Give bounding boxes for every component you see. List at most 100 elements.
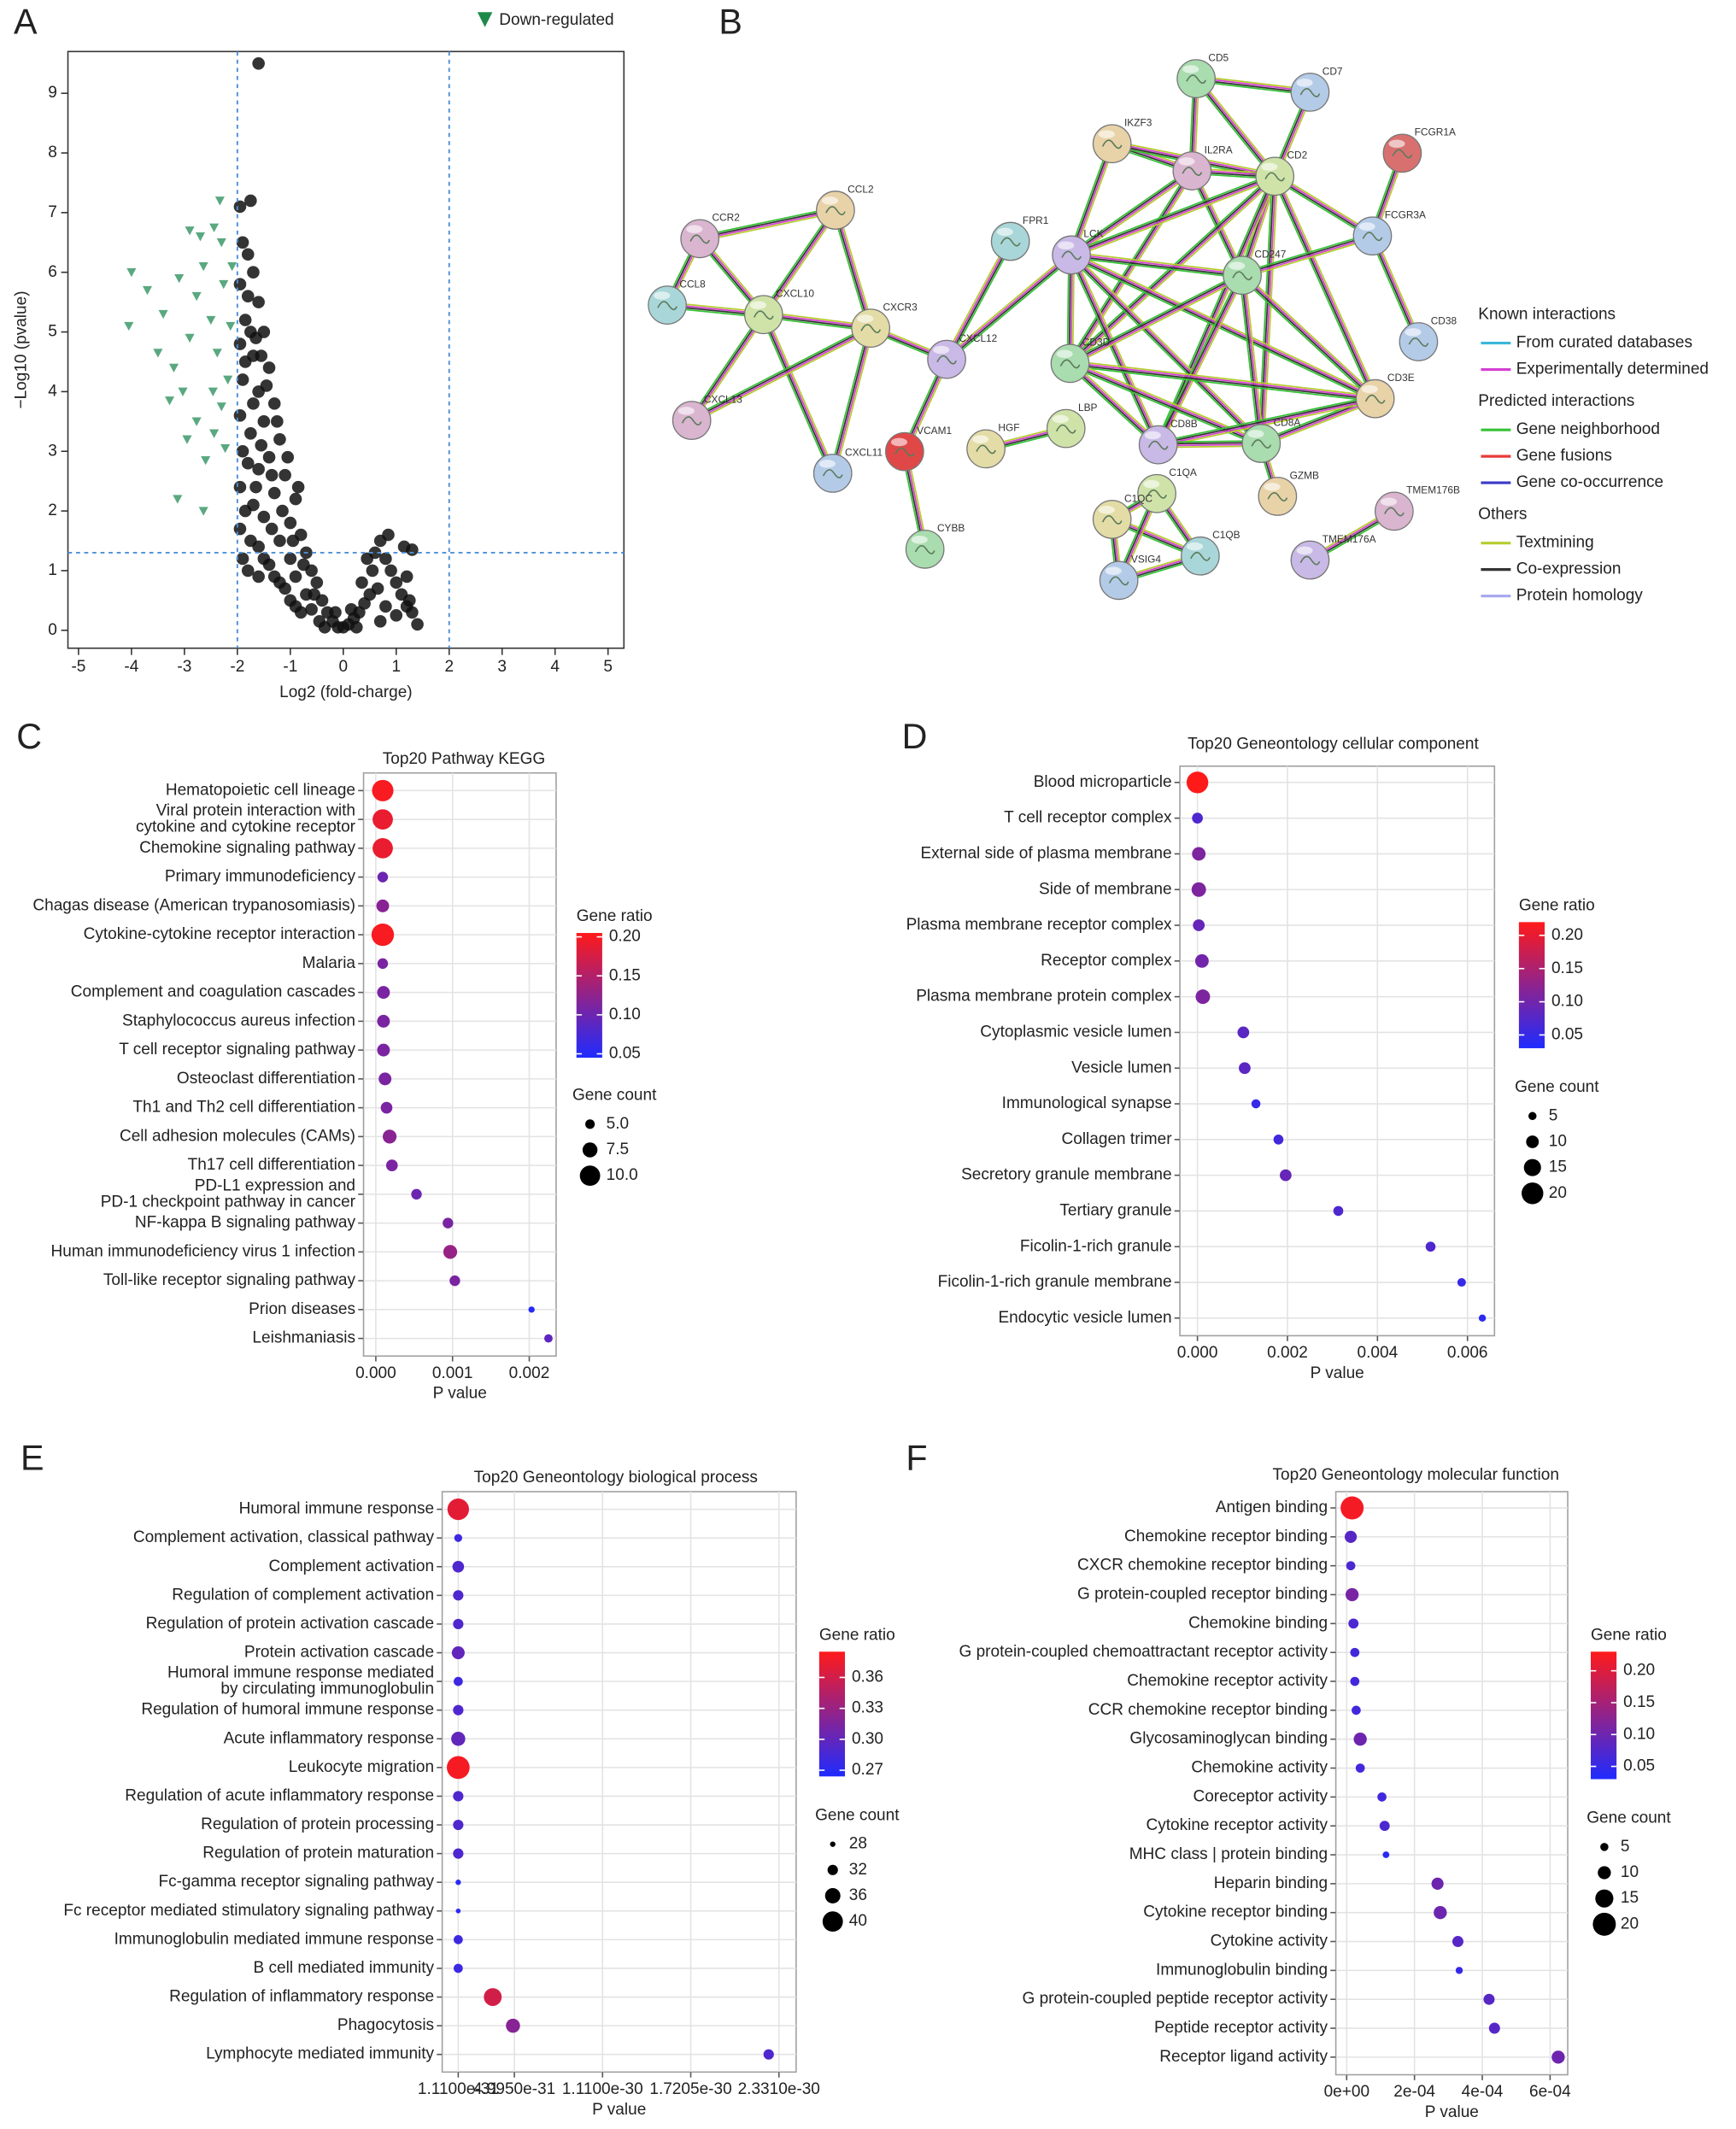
dot: [376, 899, 390, 912]
x-axis-label: P value: [433, 1385, 487, 1403]
edge: [834, 328, 875, 474]
legend-title: Gene ratio: [577, 907, 653, 925]
dot: [1186, 771, 1209, 794]
node-structure: [1299, 555, 1321, 566]
edge: [1070, 255, 1375, 401]
category-label: Fc receptor mediated stimulatory signali…: [63, 1902, 434, 1920]
node-structure: [1055, 424, 1076, 434]
edge: [1239, 275, 1260, 444]
node-structure: [914, 545, 935, 554]
point: [390, 608, 403, 622]
size-key-label: 10.0: [607, 1166, 638, 1184]
edge: [1158, 398, 1376, 447]
node-structure: [1101, 515, 1123, 525]
x-axis-label: Log2 (fold-charge): [279, 683, 413, 701]
node-highlight: [1187, 542, 1204, 551]
point: [182, 435, 192, 444]
node-highlight: [1247, 430, 1264, 438]
legend-title: Gene ratio: [1591, 1626, 1667, 1644]
edge: [691, 328, 872, 422]
node-structure: [1108, 576, 1129, 586]
category-label: Th1 and Th2 cell differentiation: [132, 1099, 355, 1117]
category-label: Primary immunodeficiency: [165, 868, 356, 886]
point: [249, 480, 262, 494]
point: [236, 236, 249, 249]
edge: [1071, 176, 1276, 257]
size-key: [1598, 1866, 1611, 1880]
point: [168, 363, 179, 373]
edge: [948, 242, 1014, 361]
node: [927, 339, 966, 379]
node-structure: [1190, 551, 1211, 561]
color-tick-label: 0.20: [1551, 926, 1583, 944]
point: [382, 528, 395, 542]
color-tick-label: 0.15: [1623, 1693, 1655, 1711]
point: [308, 588, 321, 601]
dot: [411, 1188, 422, 1200]
node: [1092, 500, 1132, 539]
category-label: Chemokine signaling pathway: [139, 839, 355, 857]
y-tick-label: 2: [48, 501, 57, 519]
node-structure: [689, 234, 711, 244]
dot: [380, 1101, 393, 1114]
edge: [1158, 396, 1375, 445]
point: [267, 486, 281, 500]
node-structure: [894, 447, 915, 457]
edge: [765, 211, 839, 317]
color-tick-label: 0.05: [1623, 1757, 1655, 1775]
dot: [447, 1498, 470, 1521]
node-highlight: [1296, 546, 1313, 555]
size-key-label: 15: [1621, 1889, 1639, 1907]
node-structure: [1232, 271, 1252, 281]
node-structure: [1061, 250, 1082, 261]
y-tick-label: 0: [48, 621, 57, 639]
edge: [1070, 255, 1262, 445]
size-key-label: 10: [1621, 1863, 1639, 1881]
node-highlight: [1361, 384, 1378, 394]
node-structure: [860, 324, 882, 334]
edge: [1067, 365, 1158, 448]
chart-title: Top20 Geneontology cellular component: [1188, 735, 1479, 753]
node-label: CYBB: [937, 522, 965, 534]
point: [400, 570, 413, 584]
y-tick-label: 9: [48, 84, 57, 102]
edge: [1244, 274, 1265, 443]
edge: [763, 314, 835, 473]
category-label: Cell adhesion molecules (CAMs): [120, 1127, 355, 1145]
point: [284, 516, 297, 530]
node-highlight: [996, 227, 1013, 237]
edge: [1070, 361, 1375, 399]
chart-title: Top20 Pathway KEGG: [383, 750, 545, 768]
x-tick-label: 1.1100e-31: [418, 2080, 499, 2098]
point: [198, 507, 208, 516]
size-key-label: 5.0: [607, 1115, 629, 1133]
node-highlight: [677, 407, 695, 415]
node-highlight: [1182, 65, 1199, 73]
legend-title: Gene count: [1586, 1809, 1671, 1827]
category-label: Plasma membrane protein complex: [916, 988, 1172, 1006]
panel-label: D: [902, 717, 928, 756]
size-key-label: 36: [849, 1886, 867, 1904]
node-label: CD8A: [1274, 416, 1301, 428]
node-label: CD3E: [1387, 372, 1415, 384]
dot: [1340, 1496, 1364, 1520]
dot: [1457, 1277, 1466, 1287]
category-label: Cytokine activity: [1211, 1933, 1328, 1950]
category-label: Regulation of protein processing: [201, 1815, 434, 1833]
node-highlight: [1264, 483, 1281, 491]
node-highlight: [1261, 162, 1278, 171]
node: [1352, 216, 1393, 256]
point: [271, 415, 284, 428]
category-label: Malaria: [302, 954, 356, 972]
edge: [700, 210, 836, 241]
edge: [762, 208, 836, 315]
edge: [1155, 174, 1274, 444]
category-label: Regulation of protein maturation: [202, 1845, 434, 1862]
category-label: CXCR chemokine receptor binding: [1077, 1557, 1328, 1575]
edge: [765, 313, 836, 473]
x-tick-label: 4e-04: [1462, 2083, 1504, 2101]
dot: [454, 1676, 463, 1686]
plot-frame: [441, 1491, 797, 2073]
point: [267, 397, 281, 410]
point: [390, 576, 403, 589]
